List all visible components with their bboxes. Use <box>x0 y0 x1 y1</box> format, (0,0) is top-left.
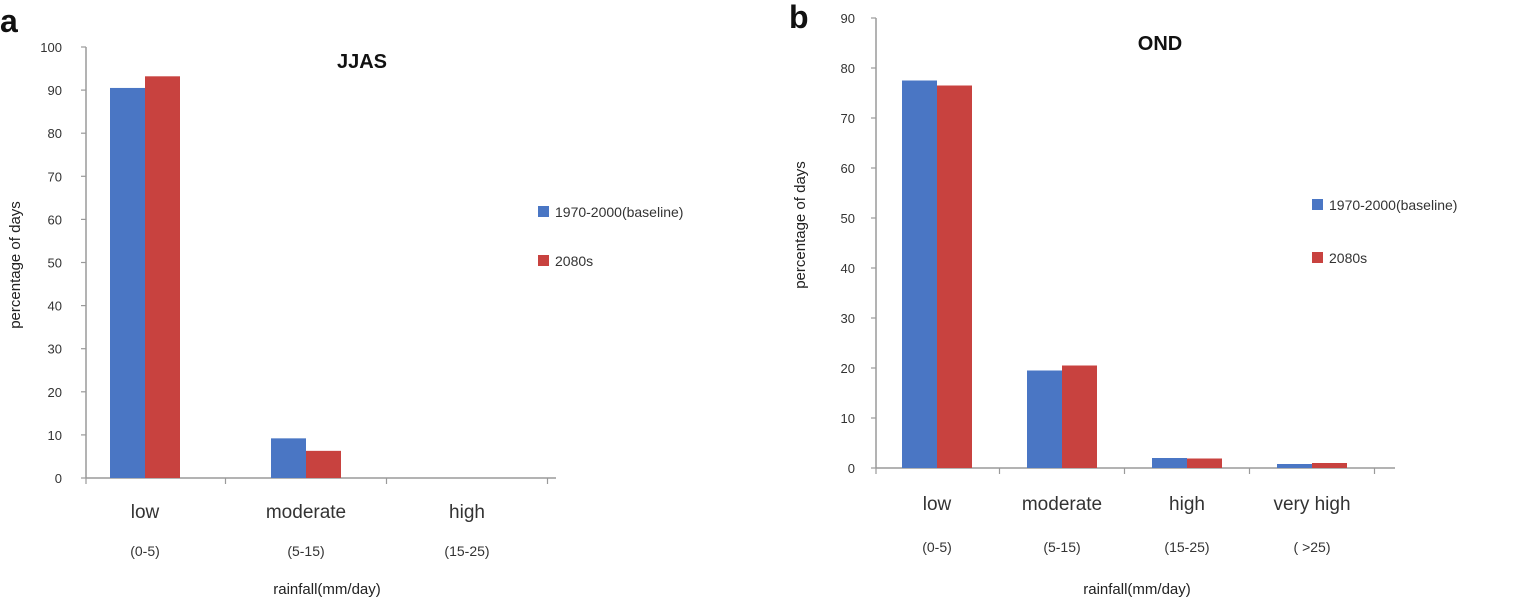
panel-b-letter: b <box>789 0 809 35</box>
panel-a-chart: a JJAS percentage of days rainfall(mm/da… <box>0 3 683 598</box>
bar-2080s-high <box>1187 458 1222 468</box>
panel-b-title: OND <box>1138 33 1182 55</box>
bar-baseline-low <box>902 80 937 468</box>
panel-a-y-axis-label: percentage of days <box>7 201 24 329</box>
panel-a-legend: 1970-2000(baseline) 2080s <box>538 204 683 269</box>
bar-2080s-moderate <box>1062 365 1097 468</box>
y-tick-label: 10 <box>48 428 62 443</box>
panel-b-legend: 1970-2000(baseline) 2080s <box>1312 197 1457 266</box>
bar-2080s-low <box>145 76 180 479</box>
x-category-label: high <box>449 502 485 523</box>
x-category-label: moderate <box>266 502 346 523</box>
legend-label: 1970-2000(baseline) <box>1329 197 1457 213</box>
y-tick-label: 70 <box>841 111 855 126</box>
y-tick-label: 50 <box>48 256 62 271</box>
legend-label: 1970-2000(baseline) <box>555 204 683 220</box>
y-tick-label: 0 <box>848 461 855 476</box>
y-tick-label: 30 <box>841 311 855 326</box>
legend-swatch <box>1312 199 1323 210</box>
panel-b-x-axis-label: rainfall(mm/day) <box>1083 581 1191 598</box>
y-tick-label: 60 <box>48 212 62 227</box>
legend-swatch <box>1312 252 1323 263</box>
y-tick-label: 80 <box>841 61 855 76</box>
x-category-range-label: (0-5) <box>130 543 160 559</box>
panel-b-category-labels: low (0-5) moderate (5-15) high (15-25) very hi… <box>922 494 1350 555</box>
x-category-range-label: ( >25) <box>1294 539 1331 555</box>
bar-baseline-low <box>110 87 145 478</box>
y-tick-label: 60 <box>841 161 855 176</box>
legend-swatch <box>538 255 549 266</box>
x-category-label: high <box>1169 494 1205 515</box>
x-category-range-label: (5-15) <box>287 543 324 559</box>
y-tick-label: 30 <box>48 342 62 357</box>
panel-a-letter: a <box>0 3 18 39</box>
legend-label: 2080s <box>555 253 593 269</box>
x-category-label: very high <box>1273 494 1350 515</box>
panel-b-y-axis-label: percentage of days <box>792 161 809 289</box>
bar-baseline-high <box>1152 458 1187 468</box>
bar-baseline-very-high <box>1277 464 1312 468</box>
bar-2080s-low <box>937 85 972 468</box>
panel-b-axes: 0 10 20 30 40 50 60 70 80 90 <box>841 11 1395 476</box>
y-tick-label: 80 <box>48 126 62 141</box>
x-category-range-label: (5-15) <box>1043 539 1080 555</box>
legend-swatch <box>538 206 549 217</box>
y-tick-label: 100 <box>40 40 62 55</box>
y-tick-label: 90 <box>48 83 62 98</box>
bar-baseline-moderate <box>271 438 306 478</box>
y-tick-label: 40 <box>48 299 62 314</box>
panel-a-bars <box>110 76 341 479</box>
bar-2080s-very-high <box>1312 463 1347 468</box>
y-tick-label: 70 <box>48 169 62 184</box>
y-tick-label: 20 <box>48 385 62 400</box>
panel-b-bars <box>902 80 1347 468</box>
x-category-range-label: (15-25) <box>1164 539 1209 555</box>
y-tick-label: 10 <box>841 411 855 426</box>
panel-a-category-labels: low (0-5) moderate (5-15) high (15-25) <box>130 502 489 559</box>
y-tick-label: 0 <box>55 471 62 486</box>
x-category-range-label: (0-5) <box>922 539 952 555</box>
y-tick-label: 20 <box>841 361 855 376</box>
bar-2080s-moderate <box>306 450 341 478</box>
bar-baseline-moderate <box>1027 370 1062 468</box>
x-category-label: low <box>923 494 952 515</box>
panel-a-title: JJAS <box>337 51 387 73</box>
panel-b-chart: b OND percentage of days rainfall(mm/day… <box>789 0 1457 598</box>
y-tick-label: 90 <box>841 11 855 26</box>
x-category-range-label: (15-25) <box>444 543 489 559</box>
panel-a-x-axis-label: rainfall(mm/day) <box>273 581 381 598</box>
y-tick-label: 50 <box>841 211 855 226</box>
x-category-label: low <box>131 502 160 523</box>
x-category-label: moderate <box>1022 494 1102 515</box>
legend-label: 2080s <box>1329 250 1367 266</box>
y-tick-label: 40 <box>841 261 855 276</box>
